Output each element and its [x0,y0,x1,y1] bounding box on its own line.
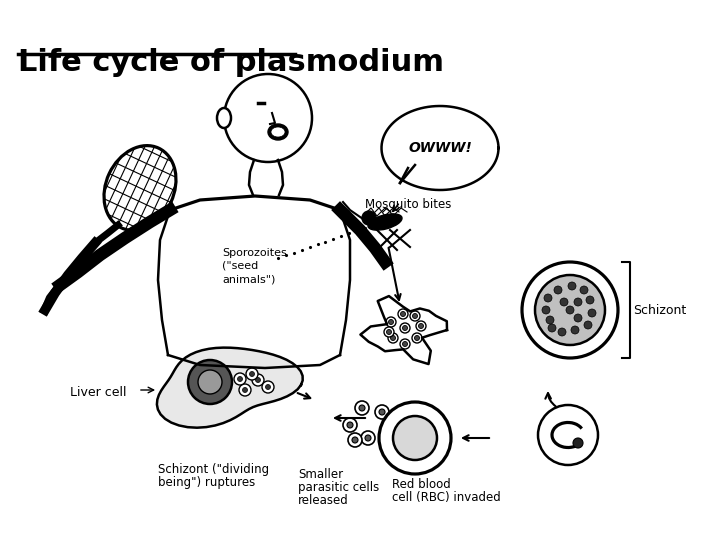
Circle shape [343,418,357,432]
Text: Life cycle of plasmodium: Life cycle of plasmodium [18,48,444,77]
Circle shape [379,402,451,474]
Circle shape [574,314,582,322]
Ellipse shape [268,124,288,140]
Text: Mosquito bites: Mosquito bites [365,198,451,211]
Circle shape [410,311,420,321]
Circle shape [558,328,566,336]
Circle shape [238,376,243,381]
Circle shape [393,416,437,460]
Text: ("seed: ("seed [222,261,258,271]
Polygon shape [400,165,415,183]
Ellipse shape [368,214,402,230]
Circle shape [588,309,596,317]
Circle shape [347,422,353,428]
Circle shape [412,333,422,343]
Circle shape [418,323,423,328]
Circle shape [571,326,579,334]
Circle shape [384,327,394,337]
Circle shape [554,286,562,294]
Circle shape [560,298,568,306]
Text: cell (RBC) invaded: cell (RBC) invaded [392,491,500,504]
Circle shape [361,431,375,445]
Text: animals"): animals") [222,274,275,284]
Circle shape [580,286,588,294]
Text: Schizont: Schizont [633,303,686,316]
Text: OWWW!: OWWW! [408,141,472,155]
Circle shape [234,373,246,385]
Text: released: released [298,494,348,507]
Circle shape [266,384,271,389]
Circle shape [252,374,264,386]
Circle shape [239,384,251,396]
Circle shape [402,326,408,330]
Circle shape [402,341,408,347]
Polygon shape [157,348,302,428]
Circle shape [546,316,554,324]
Circle shape [535,275,605,345]
Circle shape [586,296,594,304]
Circle shape [400,323,410,333]
Circle shape [262,381,274,393]
Circle shape [390,335,395,341]
Circle shape [584,321,592,329]
Circle shape [198,370,222,394]
Text: Smaller: Smaller [298,468,343,481]
Circle shape [522,262,618,358]
Circle shape [538,405,598,465]
Circle shape [365,435,371,441]
Text: Liver cell: Liver cell [70,386,127,399]
Circle shape [386,317,396,327]
Ellipse shape [271,127,285,137]
Circle shape [568,282,576,290]
Circle shape [250,372,254,376]
Circle shape [224,74,312,162]
Circle shape [375,405,389,419]
Circle shape [388,333,398,343]
Circle shape [542,306,550,314]
Text: Sporozoites: Sporozoites [222,248,287,258]
Circle shape [355,401,369,415]
Ellipse shape [217,108,231,128]
Circle shape [400,339,410,349]
Circle shape [566,306,574,314]
Circle shape [246,368,258,380]
Circle shape [544,294,552,302]
Circle shape [188,360,232,404]
Circle shape [415,335,420,341]
Circle shape [574,298,582,306]
Text: Schizont ("dividing: Schizont ("dividing [158,463,269,476]
Circle shape [413,314,418,319]
Circle shape [548,324,556,332]
Circle shape [352,437,358,443]
Circle shape [348,433,362,447]
Circle shape [573,438,583,448]
Circle shape [359,405,365,411]
Polygon shape [361,296,447,364]
Text: being") ruptures: being") ruptures [158,476,256,489]
Circle shape [416,321,426,331]
Text: Red blood: Red blood [392,478,451,491]
Circle shape [243,388,248,393]
Polygon shape [382,106,498,190]
Circle shape [398,309,408,319]
Circle shape [389,320,394,325]
Circle shape [379,409,385,415]
Circle shape [362,211,376,225]
Circle shape [387,329,392,334]
Circle shape [256,377,261,382]
Circle shape [400,312,405,316]
Text: parasitic cells: parasitic cells [298,481,379,494]
